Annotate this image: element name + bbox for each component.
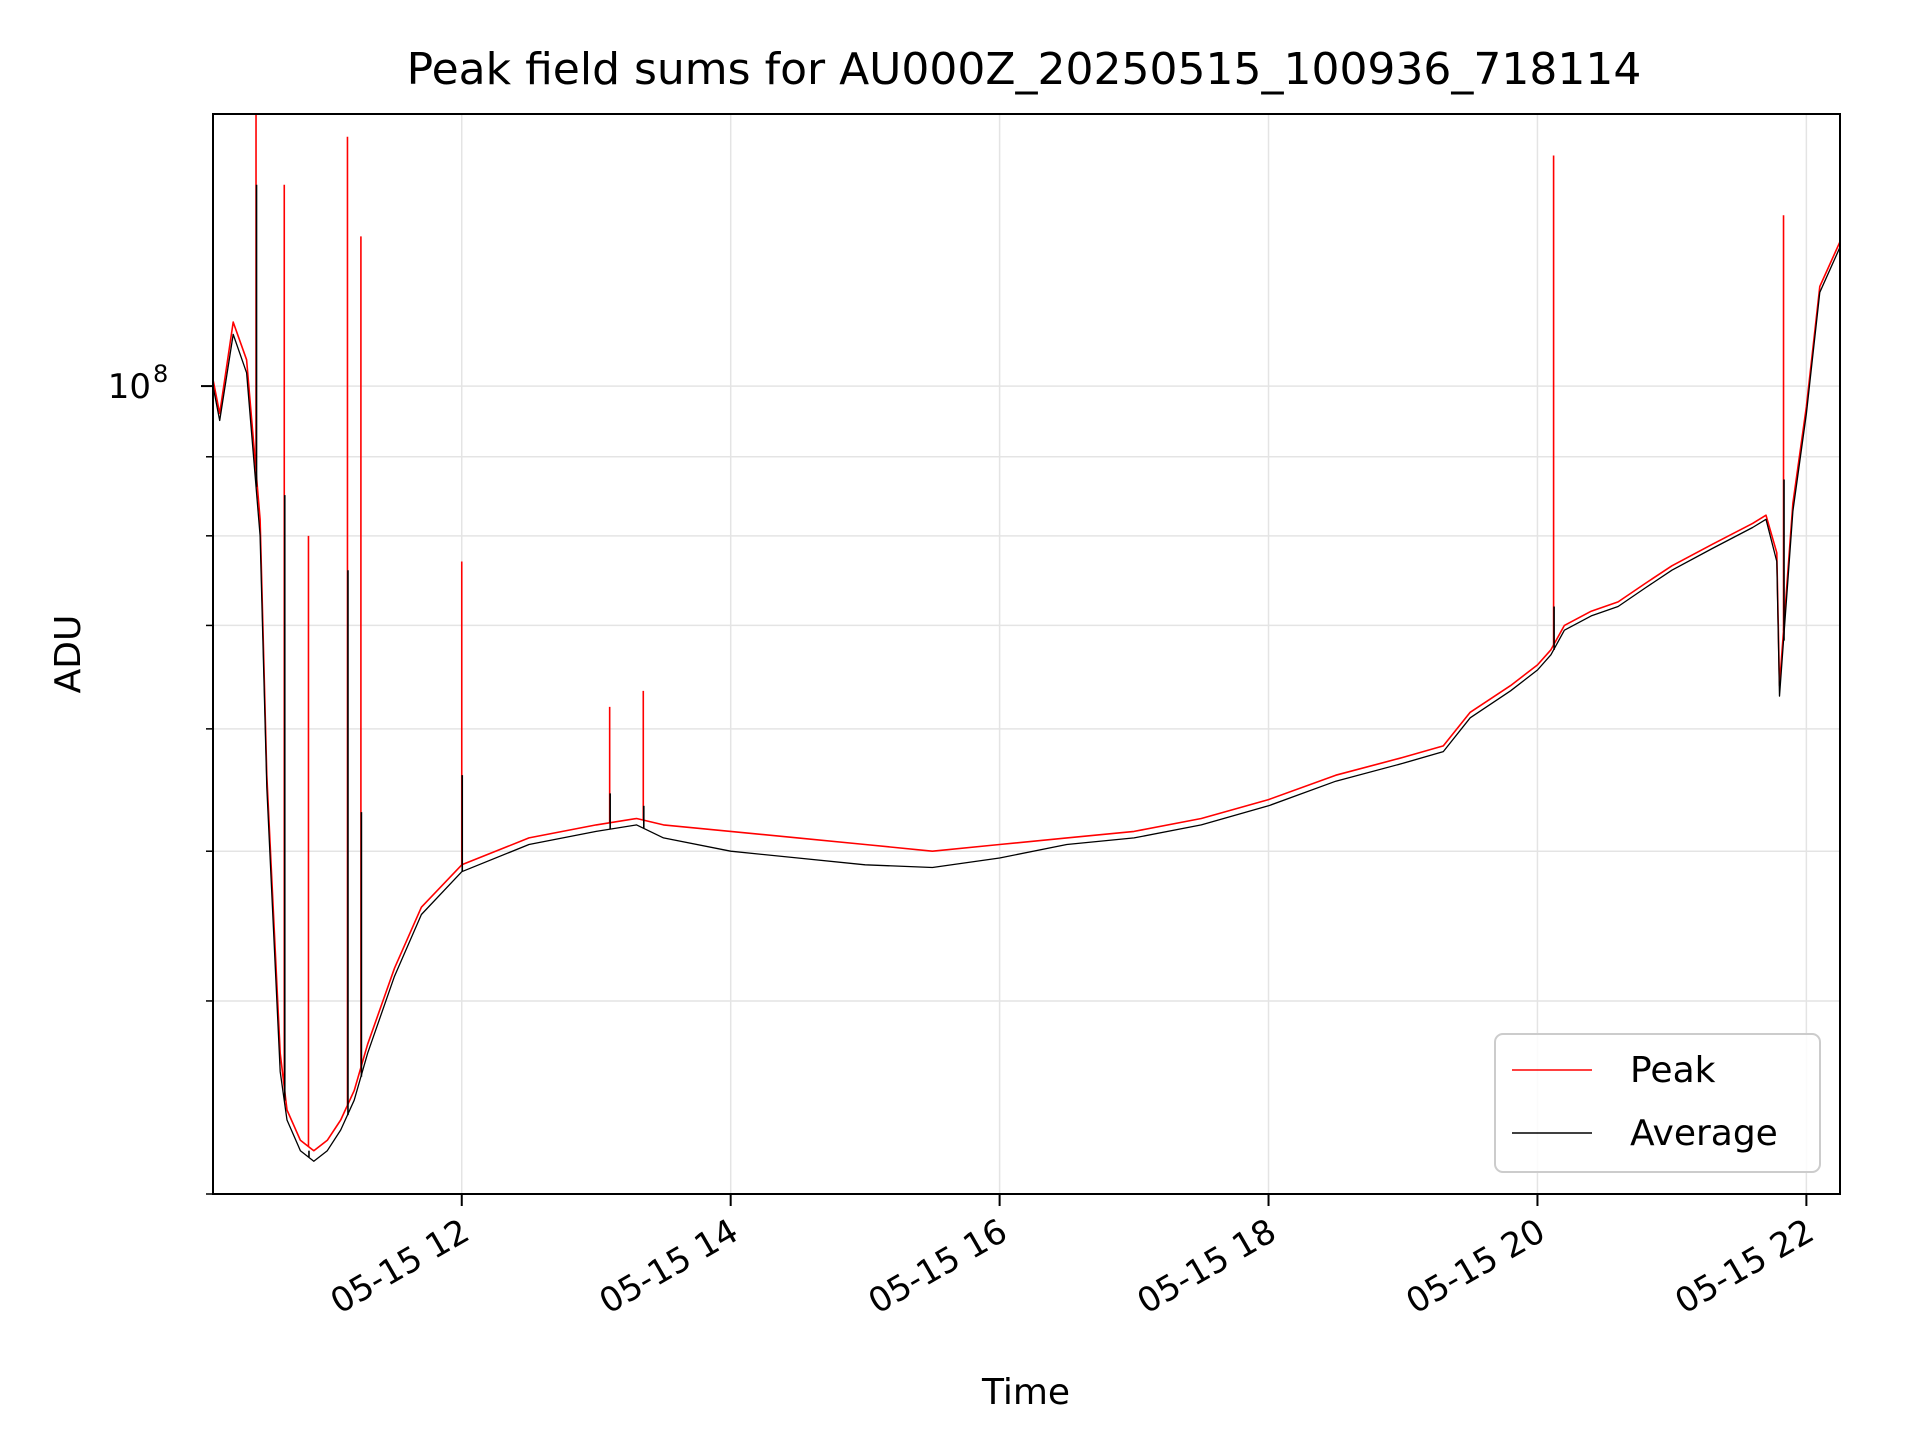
series-line-average (213, 246, 1840, 1162)
legend-label-peak: Peak (1630, 1050, 1716, 1091)
y-axis-label: ADU (48, 615, 89, 694)
chart-title: Peak field sums for AU000Z_20250515_1009… (407, 44, 1642, 95)
legend: Peak Average (1494, 1033, 1821, 1173)
grid-lines (213, 114, 1840, 1195)
legend-label-average: Average (1630, 1113, 1778, 1154)
series-line-peak (213, 241, 1840, 1152)
plot-series (213, 114, 1840, 1162)
x-axis-label: Time (981, 1372, 1070, 1413)
plot-frame (212, 113, 1841, 1195)
y-tick-label: 10 (108, 367, 151, 407)
legend-box (1494, 1033, 1821, 1173)
y-tick-label-exponent: 8 (153, 360, 168, 388)
